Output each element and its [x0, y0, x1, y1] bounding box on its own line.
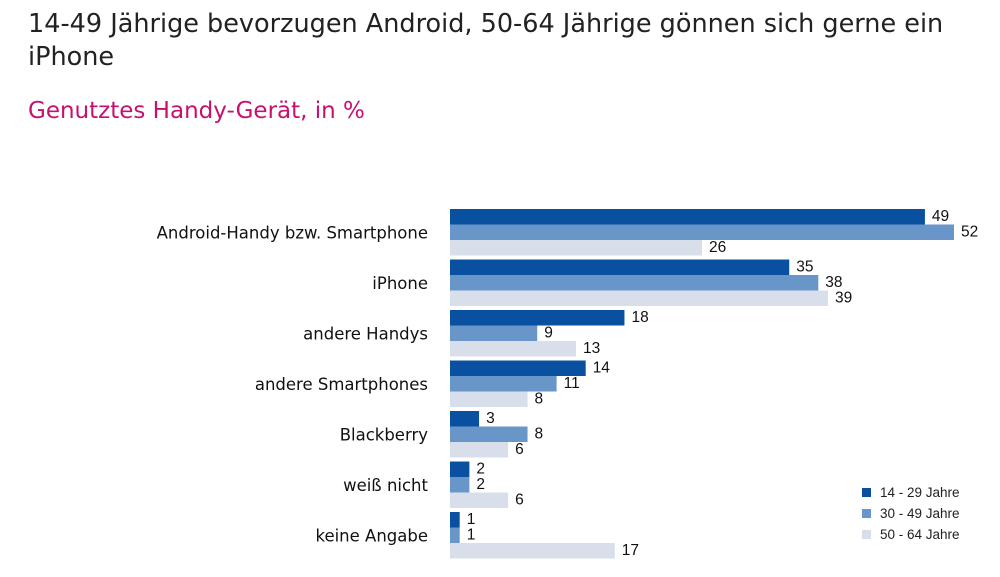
legend-item: 50 - 64 Jahre — [862, 524, 960, 545]
bar — [450, 527, 460, 543]
bar — [450, 209, 925, 225]
category-label: iPhone — [372, 274, 428, 293]
legend-label: 14 - 29 Jahre — [880, 485, 960, 500]
bar — [450, 325, 538, 341]
category-label: weiß nicht — [343, 476, 428, 495]
category-label: andere Smartphones — [255, 375, 428, 394]
data-label: 38 — [825, 274, 842, 291]
legend: 14 - 29 Jahre 30 - 49 Jahre 50 - 64 Jahr… — [862, 482, 960, 545]
category-label: keine Angabe — [315, 526, 428, 545]
data-label: 52 — [961, 224, 978, 241]
data-label: 1 — [467, 527, 476, 544]
bar — [450, 376, 557, 392]
bar — [450, 543, 615, 559]
data-label: 6 — [515, 441, 524, 458]
data-label: 11 — [564, 375, 580, 392]
bar — [450, 310, 625, 326]
bar — [450, 360, 586, 376]
bar — [450, 442, 509, 458]
bar — [450, 341, 576, 357]
data-label: 14 — [593, 360, 611, 377]
bar — [450, 477, 470, 493]
bar — [450, 224, 954, 240]
data-label: 39 — [835, 290, 852, 307]
bar — [450, 492, 509, 508]
data-label: 13 — [583, 340, 600, 357]
data-label: 49 — [932, 208, 949, 225]
bar — [450, 290, 828, 306]
bar — [450, 426, 528, 442]
category-label: Blackberry — [340, 425, 429, 444]
data-label: 9 — [544, 325, 553, 342]
bar — [450, 240, 702, 256]
bar — [450, 512, 460, 528]
data-label: 26 — [709, 239, 726, 256]
data-label: 6 — [515, 492, 524, 509]
data-label: 18 — [631, 309, 648, 326]
bar — [450, 275, 819, 291]
data-label: 8 — [535, 426, 544, 443]
data-label: 3 — [486, 410, 495, 427]
data-label: 8 — [535, 391, 544, 408]
data-label: 35 — [796, 259, 813, 276]
data-label: 1 — [467, 511, 476, 528]
bar — [450, 391, 528, 407]
bar — [450, 461, 470, 477]
legend-swatch-0 — [862, 488, 871, 497]
legend-swatch-2 — [862, 530, 871, 539]
legend-label: 30 - 49 Jahre — [880, 506, 960, 521]
chart-subtitle: Genutztes Handy-Gerät, in % — [28, 98, 365, 124]
bar — [450, 411, 480, 427]
legend-item: 14 - 29 Jahre — [862, 482, 960, 503]
page-title: 14-49 Jährige bevorzugen Android, 50-64 … — [28, 9, 944, 72]
data-label: 17 — [622, 542, 639, 559]
legend-swatch-1 — [862, 509, 871, 518]
data-label: 2 — [476, 461, 485, 478]
category-label: Android-Handy bzw. Smartphone — [157, 223, 428, 242]
category-label: andere Handys — [303, 324, 428, 343]
legend-label: 50 - 64 Jahre — [880, 527, 960, 542]
data-label: 2 — [476, 476, 485, 493]
bar — [450, 259, 790, 275]
legend-item: 30 - 49 Jahre — [862, 503, 960, 524]
